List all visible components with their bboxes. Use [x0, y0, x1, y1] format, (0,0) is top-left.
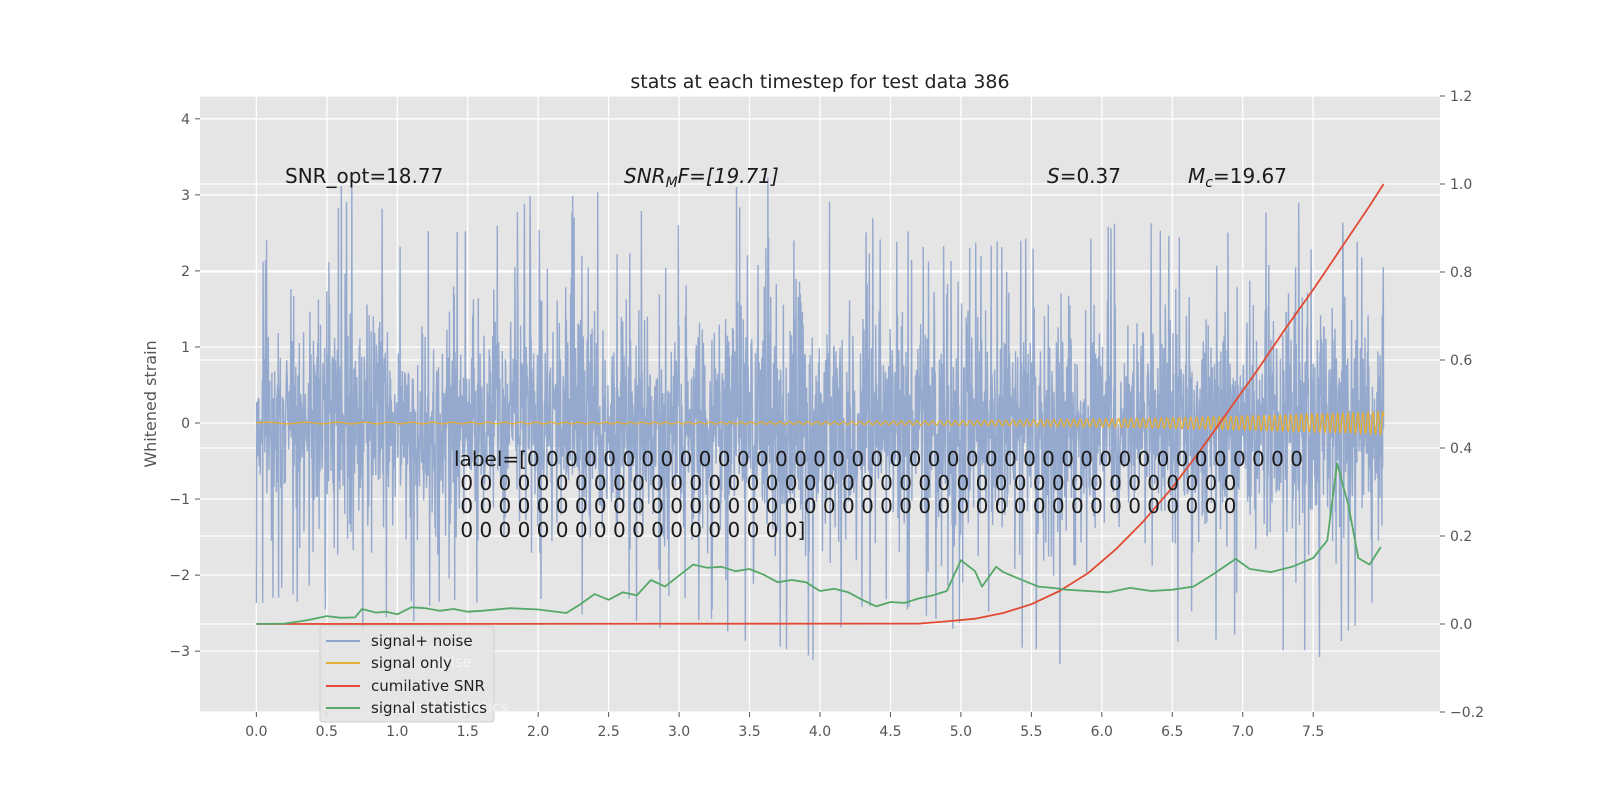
x-tick-label: 5.5 — [1020, 724, 1042, 740]
legend: noise signal statistics signal+ noise si… — [319, 625, 508, 723]
legend-entry-signal-statistics: signal statistics — [371, 699, 487, 717]
y2-tick-label: 0.0 — [1450, 617, 1472, 633]
y2-tick-label: 0.6 — [1450, 353, 1472, 369]
legend-entry-signal-only: signal only — [371, 654, 452, 672]
y2-tick-label: 1.2 — [1450, 89, 1472, 105]
x-tick-label: 1.0 — [386, 724, 408, 740]
label-line-3: 0 0 0 0 0 0 0 0 0 0 0 0 0 0 0 0 0 0 0 0 … — [454, 494, 1236, 518]
series-signal-only — [256, 409, 1385, 437]
y2-tick-label: 0.8 — [1450, 265, 1472, 281]
label-line-1: label=[0 0 0 0 0 0 0 0 0 0 0 0 0 0 0 0 0… — [454, 447, 1303, 471]
legend-box — [319, 625, 495, 723]
legend-entry-cumulative-snr: cumilative SNR — [371, 677, 485, 695]
x-tick-label: 0.5 — [316, 724, 338, 740]
x-axis: 0.0 0.5 1.0 1.5 2.0 2.5 3.0 3.5 4.0 4.5 5.0 5.5 6.0 6… — [245, 712, 1324, 740]
x-tick-label: 4.5 — [879, 724, 901, 740]
legend-ghost-noise: noise — [432, 653, 472, 671]
y-axis-label: Whitened strain — [141, 340, 160, 467]
y2-tick-label: −0.2 — [1450, 705, 1484, 721]
y-tick-label: −2 — [169, 568, 190, 584]
x-tick-label: 7.0 — [1232, 724, 1254, 740]
spin-value: =0.37 — [1060, 164, 1121, 188]
snr-opt-annotation: SNR_opt=18.77 — [285, 164, 443, 188]
snr-mf-rest: F=[19.71] — [678, 164, 779, 188]
y-tick-label: −3 — [169, 644, 190, 660]
y2-tick-label: 0.4 — [1450, 441, 1472, 457]
mc-symbol: M — [1188, 164, 1205, 188]
y-tick-label: 3 — [181, 188, 190, 204]
snr-mf-symbol: SNR — [624, 164, 666, 188]
chart-title: stats at each timestep for test data 386 — [630, 71, 1009, 93]
right-axis: −0.2 0.0 0.2 0.4 0.6 0.8 1.0 1.2 — [1440, 89, 1484, 721]
spin-annotation: S=0.37 — [1047, 164, 1121, 188]
legend-ghost-stats: signal statistics — [392, 698, 508, 716]
x-tick-label: 4.0 — [809, 724, 831, 740]
y-tick-label: 1 — [181, 340, 190, 356]
series-cumilative-snr — [256, 183, 1385, 625]
spin-symbol: S — [1047, 164, 1060, 188]
x-tick-label: 1.5 — [457, 724, 479, 740]
label-line-4: 0 0 0 0 0 0 0 0 0 0 0 0 0 0 0 0 0 0] — [454, 518, 805, 542]
mc-annotation: Mc=19.67 — [1188, 164, 1287, 191]
x-tick-label: 5.0 — [950, 724, 972, 740]
series-layer — [255, 177, 1385, 665]
x-tick-label: 2.5 — [598, 724, 620, 740]
snr-mf-subscript: M — [666, 175, 678, 191]
y2-tick-label: 1.0 — [1450, 177, 1472, 193]
mc-value: =19.67 — [1213, 164, 1287, 188]
x-tick-label: 2.0 — [527, 724, 549, 740]
left-axis: −3 −2 −1 0 1 2 3 4 — [169, 112, 200, 660]
series-signal-statistics — [256, 462, 1382, 625]
x-tick-label: 6.0 — [1091, 724, 1113, 740]
x-tick-label: 3.0 — [668, 724, 690, 740]
y-tick-label: 2 — [181, 264, 190, 280]
label-line-2: 0 0 0 0 0 0 0 0 0 0 0 0 0 0 0 0 0 0 0 0 … — [454, 471, 1236, 495]
y-tick-label: 0 — [181, 416, 190, 432]
snr-mf-annotation: SNRMF=[19.71] — [624, 164, 779, 191]
legend-entry-signal-noise: signal+ noise — [371, 632, 473, 650]
x-tick-label: 6.5 — [1161, 724, 1183, 740]
y-tick-label: −1 — [169, 492, 190, 508]
y-tick-label: 4 — [181, 112, 190, 128]
x-tick-label: 7.5 — [1302, 724, 1324, 740]
x-tick-label: 3.5 — [738, 724, 760, 740]
y2-tick-label: 0.2 — [1450, 529, 1472, 545]
x-tick-label: 0.0 — [245, 724, 267, 740]
mc-subscript: c — [1205, 175, 1213, 191]
